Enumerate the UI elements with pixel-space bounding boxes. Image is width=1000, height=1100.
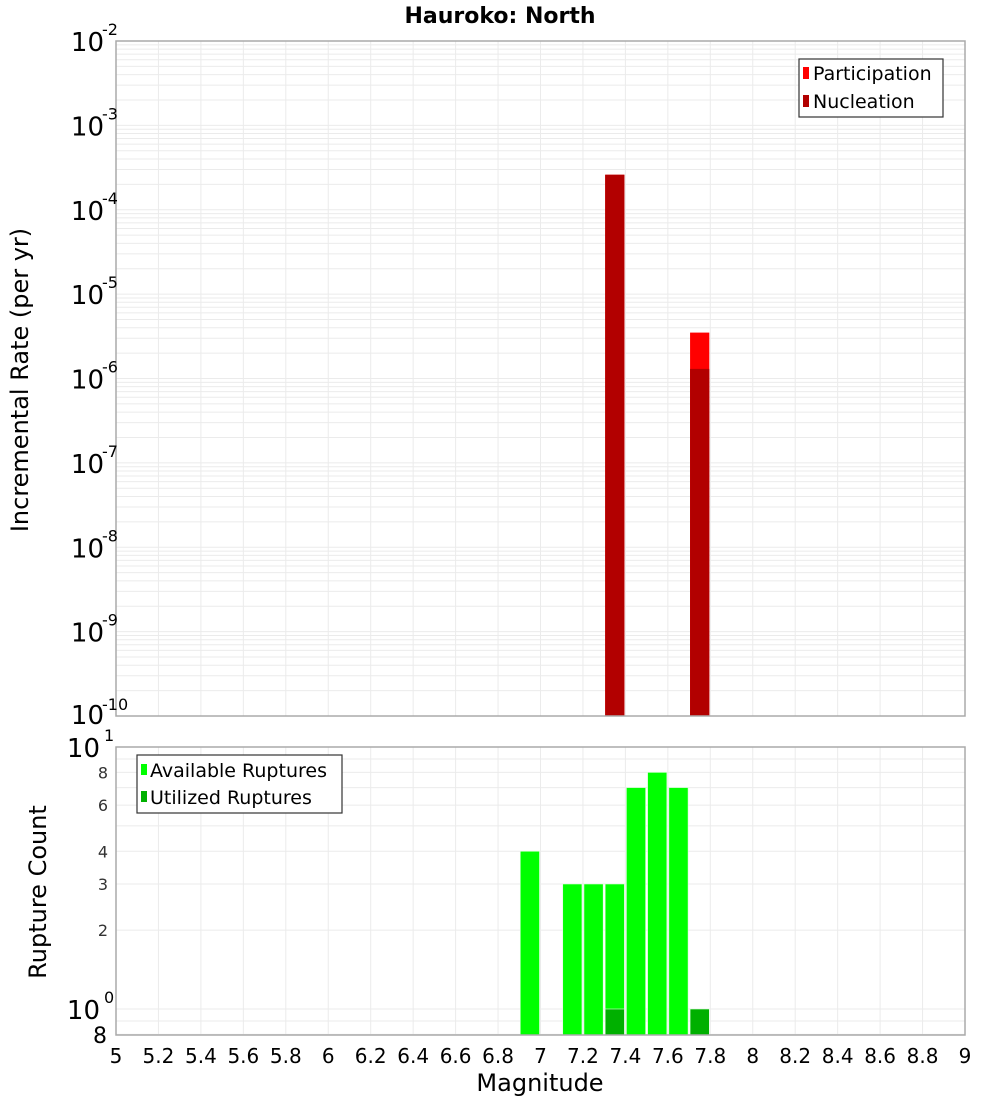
y-tick-label: 10: [71, 450, 104, 480]
legend-swatch: [141, 791, 147, 802]
y-tick-label: 10: [71, 534, 104, 564]
y-tick-exponent: -4: [102, 189, 118, 208]
x-tick-label: 5.6: [227, 1044, 259, 1068]
x-tick-label: 8.2: [779, 1044, 811, 1068]
x-tick-label: 6.2: [355, 1044, 387, 1068]
y-tick-exponent: -7: [102, 442, 118, 461]
y-tick-exponent: -9: [102, 611, 118, 630]
available-ruptures-bar: [583, 883, 604, 1036]
y-tick-exponent: -2: [102, 20, 118, 39]
x-tick-label: 8.8: [907, 1044, 939, 1068]
y-tick-exponent: 1: [104, 726, 114, 745]
x-tick-label: 5: [110, 1044, 123, 1068]
bottom-legend: Available Ruptures Utilized Ruptures: [136, 754, 343, 814]
utilized-ruptures-bar: [689, 1008, 710, 1036]
y-tick-label: 3: [98, 875, 108, 894]
y-tick-label: 10: [71, 701, 104, 731]
y-tick-label: 6: [98, 796, 108, 815]
y-tick-label: 10: [71, 619, 104, 649]
y-tick-exponent: -6: [102, 358, 118, 377]
y-tick-label: 10: [67, 996, 100, 1026]
x-tick-label: 5.2: [143, 1044, 175, 1068]
x-tick-label: 8: [746, 1044, 759, 1068]
x-tick-label: 6.4: [397, 1044, 429, 1068]
available-ruptures-bar: [668, 787, 689, 1036]
legend-label: Utilized Ruptures: [150, 787, 312, 809]
y-tick-exponent: -10: [102, 695, 128, 714]
y-tick-label: 4: [98, 842, 108, 861]
x-tick-label: 5.8: [270, 1044, 302, 1068]
y-tick-label: 8: [93, 1024, 107, 1049]
x-tick-label: 7.6: [652, 1044, 684, 1068]
x-tick-label: 7.2: [567, 1044, 599, 1068]
legend-swatch: [803, 95, 809, 107]
x-tick-label: 7: [534, 1044, 547, 1068]
x-axis-label: Magnitude: [476, 1069, 603, 1097]
available-ruptures-bar: [519, 850, 540, 1036]
x-tick-label: 8.6: [864, 1044, 896, 1068]
x-tick-label: 9: [959, 1044, 972, 1068]
x-tick-label: 6.6: [440, 1044, 472, 1068]
y-tick-label: 10: [71, 197, 104, 227]
y-tick-exponent: -8: [102, 526, 118, 545]
top-plot: 10-210-310-410-510-610-710-810-910-10Par…: [71, 20, 966, 731]
nucleation-bar: [605, 174, 625, 716]
x-tick-label: 6.8: [482, 1044, 514, 1068]
available-ruptures-bar: [626, 787, 646, 1036]
x-tick-label: 7.4: [609, 1044, 641, 1068]
y-tick-label: 10: [71, 281, 104, 311]
y-tick-label: 8: [98, 763, 108, 782]
legend-label: Nucleation: [813, 91, 915, 113]
utilized-ruptures-bar: [604, 1008, 625, 1036]
y-tick-exponent: -3: [102, 104, 118, 123]
available-ruptures-bar: [562, 883, 583, 1036]
x-tick-label: 6: [322, 1044, 335, 1068]
legend-swatch: [141, 764, 147, 775]
legend-swatch: [803, 67, 809, 79]
x-tick-label: 5.4: [185, 1044, 217, 1068]
legend-label: Participation: [813, 63, 932, 85]
x-tick-label: 8.4: [822, 1044, 854, 1068]
y-tick-label: 2: [98, 921, 108, 940]
y-tick-label: 10: [71, 366, 104, 396]
y-tick-exponent: 0: [104, 988, 114, 1007]
top-y-axis-label: Incremental Rate (per yr): [6, 228, 34, 532]
available-ruptures-bar: [647, 772, 668, 1036]
bottom-y-axis-label: Rupture Count: [24, 805, 52, 979]
y-tick-exponent: -5: [102, 273, 118, 292]
nucleation-bar: [690, 368, 710, 716]
y-tick-label: 10: [67, 734, 100, 764]
y-tick-label: 10: [71, 112, 104, 142]
legend-label: Available Ruptures: [150, 760, 327, 782]
chart-title: Hauroko: North: [404, 4, 595, 29]
x-tick-label: 7.8: [694, 1044, 726, 1068]
y-tick-label: 10: [71, 28, 104, 58]
top-legend: Participation Nucleation: [798, 58, 944, 118]
